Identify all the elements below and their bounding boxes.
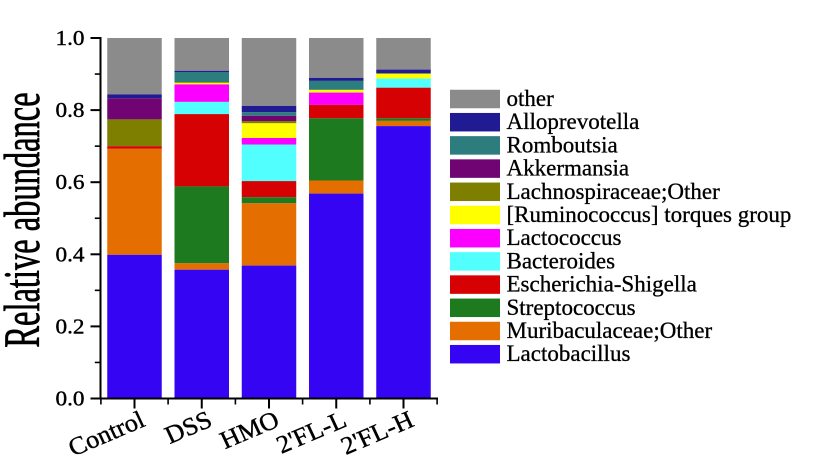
svg-text:0.6: 0.6 [56, 170, 85, 194]
svg-text:[Ruminococcus] torques group: [Ruminococcus] torques group [507, 202, 792, 227]
svg-text:other: other [507, 86, 555, 111]
svg-text:1.0: 1.0 [56, 26, 85, 50]
svg-text:Lactobacillus: Lactobacillus [507, 341, 631, 366]
svg-text:Streptococcus: Streptococcus [507, 295, 636, 320]
svg-text:0.2: 0.2 [56, 314, 85, 338]
svg-text:Romboutsia: Romboutsia [507, 132, 618, 157]
svg-text:Bacteroides: Bacteroides [507, 248, 616, 273]
svg-text:Lachnospiraceae;Other: Lachnospiraceae;Other [507, 179, 721, 204]
svg-text:Relative abundance: Relative abundance [0, 92, 51, 347]
svg-text:Escherichia-Shigella: Escherichia-Shigella [507, 272, 697, 297]
svg-text:Muribaculaceae;Other: Muribaculaceae;Other [507, 318, 713, 343]
svg-text:Alloprevotella: Alloprevotella [507, 109, 640, 134]
svg-text:Akkermansia: Akkermansia [507, 156, 630, 181]
svg-text:0.0: 0.0 [56, 387, 85, 411]
svg-text:0.4: 0.4 [56, 242, 86, 266]
svg-text:Lactococcus: Lactococcus [507, 225, 622, 250]
svg-text:0.8: 0.8 [56, 98, 85, 122]
